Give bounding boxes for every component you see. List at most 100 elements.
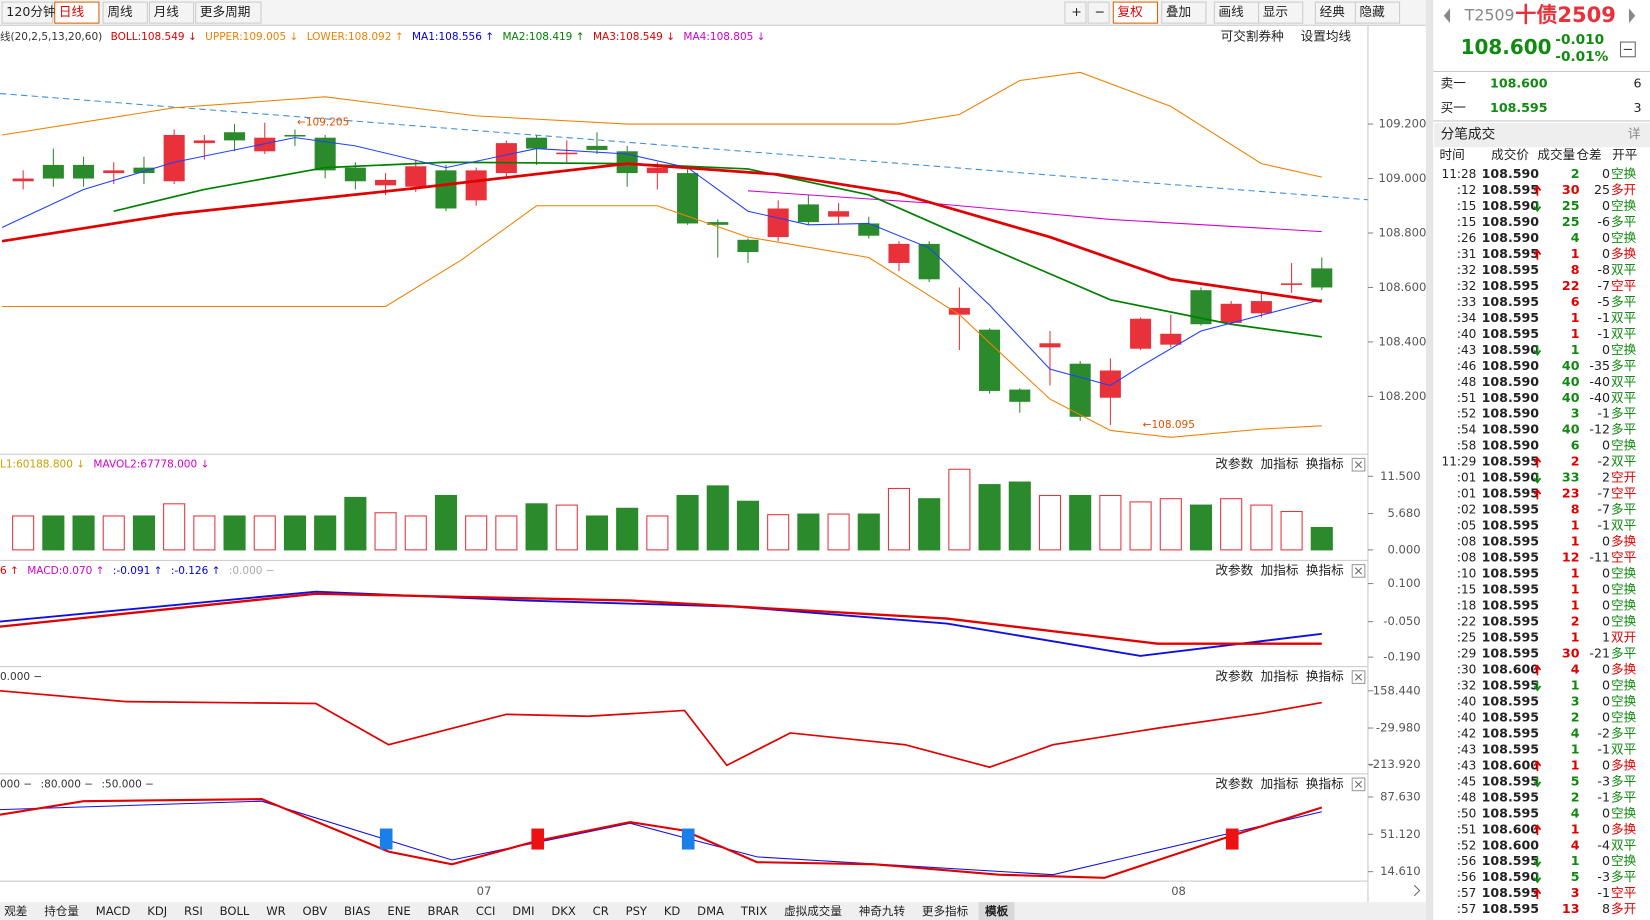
tool-button[interactable] — [1087, 1, 1110, 24]
tick-arrow — [1533, 680, 1542, 692]
tool-label[interactable]: 复权 — [1118, 4, 1144, 19]
tool-button[interactable] — [1112, 1, 1159, 24]
splitter[interactable] — [1425, 0, 1434, 920]
trade-price: 108.600 — [1482, 837, 1540, 852]
indicator-line — [113, 161, 1322, 338]
period-tab[interactable] — [54, 1, 100, 24]
candle-body — [858, 223, 880, 236]
period-tab[interactable] — [102, 1, 148, 24]
period-label[interactable]: 日线 — [59, 4, 85, 19]
trade-time: :54 — [1457, 423, 1476, 437]
panel-button[interactable]: 加指标 — [1261, 456, 1299, 471]
trade-volume: 3 — [1571, 885, 1580, 900]
period-label[interactable]: 120分钟 — [6, 4, 55, 19]
trade-type: 空换 — [1611, 693, 1637, 708]
panel-button[interactable]: 改参数 — [1215, 776, 1253, 791]
trade-time: :56 — [1457, 870, 1476, 884]
panel-button[interactable]: 加指标 — [1261, 669, 1299, 684]
tick-arrow — [1533, 872, 1542, 884]
indicator-value: MA1:108.556 ↑ — [412, 31, 494, 43]
indicator-value: BOLL:108.549 ↓ — [111, 31, 197, 43]
indicator-tab[interactable]: WR — [266, 904, 285, 918]
trade-price: 108.590 — [1482, 230, 1540, 245]
section-title: 分笔成交 — [1441, 126, 1496, 143]
trade-time: :08 — [1457, 551, 1476, 565]
indicator-tab[interactable]: BIAS — [344, 904, 371, 918]
trade-volume: 4 — [1571, 661, 1580, 676]
indicator-tab[interactable]: PSY — [626, 904, 648, 918]
trade-type: 多平 — [1611, 422, 1636, 437]
indicator-tab[interactable]: KD — [664, 904, 681, 918]
trade-time: :32 — [1457, 263, 1476, 277]
indicator-tab[interactable]: TRIX — [740, 904, 768, 918]
tool-button[interactable] — [1354, 1, 1401, 24]
panel-button[interactable]: 改参数 — [1215, 669, 1253, 684]
panel-button[interactable]: 换指标 — [1306, 562, 1344, 577]
change: -0.010 — [1555, 32, 1604, 48]
link[interactable]: 设置均线 — [1301, 28, 1352, 43]
trade-time: :45 — [1457, 774, 1476, 788]
period-tab[interactable] — [195, 1, 262, 24]
indicator-tab[interactable]: DMI — [512, 904, 534, 918]
volume-bar — [948, 468, 971, 551]
tool-label[interactable]: − — [1094, 4, 1105, 19]
position-change: 0 — [1602, 693, 1610, 708]
trade-price: 108.595 — [1482, 262, 1539, 277]
trade-price: 108.600 — [1482, 821, 1540, 836]
indicator-tab[interactable]: CR — [593, 904, 609, 918]
indicator-tab[interactable]: 模板 — [985, 904, 1009, 918]
period-label[interactable]: 月线 — [154, 4, 180, 19]
tool-label[interactable]: 隐藏 — [1360, 4, 1386, 19]
tool-button[interactable] — [1161, 1, 1207, 24]
indicator-tab[interactable]: RSI — [184, 904, 203, 918]
tool-label[interactable]: 叠加 — [1166, 4, 1191, 19]
trade-price: 108.595 — [1482, 454, 1539, 469]
candle-body — [42, 164, 64, 179]
position-change: -35 — [1589, 358, 1610, 373]
period-label[interactable]: 周线 — [107, 4, 133, 19]
indicator-tab[interactable]: MACD — [96, 904, 131, 918]
indicator-tab[interactable]: CCI — [476, 904, 496, 918]
tool-label[interactable]: 经典 — [1320, 4, 1346, 19]
indicator-tab[interactable]: DMA — [697, 904, 724, 918]
period-tab[interactable] — [148, 1, 195, 24]
trade-price: 108.595 — [1482, 278, 1539, 293]
indicator-tab[interactable]: 观差 — [4, 904, 27, 918]
indicator-tab[interactable]: 更多指标 — [922, 904, 969, 918]
indicator-tab[interactable]: 虚拟成交量 — [784, 904, 842, 918]
position-change: -1 — [1597, 406, 1610, 421]
trade-volume: 8 — [1571, 502, 1580, 517]
trade-time: 11:29 — [1442, 455, 1477, 469]
indicator-line — [0, 800, 1322, 876]
indicator-line — [1, 137, 1322, 387]
indicator-tab[interactable]: OBV — [303, 904, 328, 918]
panel-button[interactable]: 换指标 — [1306, 456, 1344, 471]
indicator-tab[interactable]: BOLL — [220, 904, 250, 918]
panel-button[interactable]: 加指标 — [1261, 776, 1299, 791]
period-tab[interactable] — [1, 1, 54, 24]
indicator-tab[interactable]: DKX — [551, 904, 575, 918]
tool-button[interactable] — [1064, 1, 1087, 24]
indicator-tab[interactable]: KDJ — [147, 904, 167, 918]
panel-button[interactable]: 加指标 — [1261, 562, 1299, 577]
volume-bar — [495, 515, 518, 551]
indicator-tab[interactable]: 持仓量 — [44, 904, 79, 918]
tool-label[interactable]: 显示 — [1263, 4, 1288, 19]
link[interactable]: 可交割券种 — [1221, 28, 1284, 43]
tool-label[interactable]: + — [1071, 4, 1082, 19]
indicator-tab[interactable]: BRAR — [428, 904, 459, 918]
trade-volume: 1 — [1571, 310, 1580, 325]
panel-button[interactable]: 换指标 — [1306, 669, 1344, 684]
panel-indicator: 6 ↑ — [0, 565, 19, 577]
prev-arrow — [1443, 8, 1451, 24]
tool-label[interactable]: 画线 — [1219, 4, 1245, 19]
indicator-tab[interactable]: ENE — [387, 904, 410, 918]
tool-button[interactable] — [1258, 1, 1304, 24]
detail-link[interactable]: 详 — [1628, 126, 1641, 141]
period-label[interactable]: 更多周期 — [200, 4, 250, 19]
panel-button[interactable]: 改参数 — [1215, 456, 1253, 471]
panel-button[interactable]: 改参数 — [1215, 562, 1253, 577]
indicator-tab[interactable]: 神奇九转 — [859, 904, 906, 918]
panel-button[interactable]: 换指标 — [1306, 776, 1344, 791]
position-change: 0 — [1602, 598, 1610, 613]
